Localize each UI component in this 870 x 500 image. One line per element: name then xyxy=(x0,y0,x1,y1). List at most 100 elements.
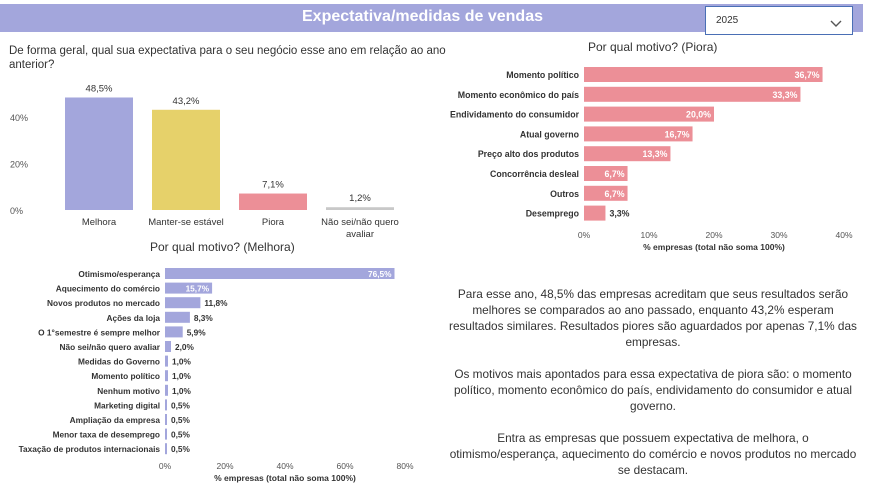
y-category-label: Não sei/não quero avaliar xyxy=(59,342,160,352)
x-tick-label: 0% xyxy=(159,461,172,471)
x-tick-label: 20% xyxy=(705,230,722,240)
bar-12 xyxy=(165,443,167,455)
bar-6 xyxy=(165,355,168,367)
bar-value-label: 36,7% xyxy=(795,70,820,80)
bar-9 xyxy=(165,399,167,411)
y-category-label: Preço alto dos produtos xyxy=(478,149,579,159)
bar-1 xyxy=(584,86,801,102)
bar-4 xyxy=(584,146,671,162)
bar-value-label: 2,0% xyxy=(175,342,195,352)
x-axis-label: % empresas (total não soma 100%) xyxy=(214,473,356,483)
summary-paragraph-1: Para esse ano, 48,5% das empresas acredi… xyxy=(449,287,857,349)
year-filter-value: 2025 xyxy=(716,15,739,26)
bar-value-label: 11,8% xyxy=(204,298,228,308)
y-category-label: Atual governo xyxy=(520,129,580,139)
bar-value-label: 1,0% xyxy=(172,357,192,367)
bar-5 xyxy=(584,166,628,181)
bar-value-label: 76,5% xyxy=(368,269,392,279)
y-category-label: Momento político xyxy=(91,371,160,381)
bar-value-label: 8,3% xyxy=(194,313,214,323)
y-category-label: Medidas do Governo xyxy=(78,357,160,367)
bar-7 xyxy=(165,370,168,382)
x-category-label: Não sei/não quero xyxy=(321,217,399,228)
y-category-label: Concorrência desleal xyxy=(490,169,579,179)
bar-value-label: 3,3% xyxy=(609,209,629,219)
bar-6 xyxy=(584,185,628,201)
bar-2 xyxy=(165,297,201,309)
bar-7 xyxy=(584,205,606,221)
summary-paragraph-2: Os motivos mais apontados para essa expe… xyxy=(453,367,853,413)
summary-text: Para esse ano, 48,5% das empresas acredi… xyxy=(448,286,858,494)
bar-value-label: 0,5% xyxy=(171,400,191,410)
chart-melhora-title: Por qual motivo? (Melhora) xyxy=(150,240,295,254)
y-category-label: Marketing digital xyxy=(94,400,160,410)
bar-0 xyxy=(65,97,133,210)
melhora-reasons-chart: Otimismo/esperança 76,5% Aquecimento do co… xyxy=(19,268,414,483)
bar-0 xyxy=(584,67,823,82)
bar-10 xyxy=(165,414,167,425)
x-tick-label: 30% xyxy=(770,230,787,240)
x-tick-label: 40% xyxy=(276,461,293,471)
x-category-label: avaliar xyxy=(346,229,374,240)
y-category-label: Taxação de produtos internacionais xyxy=(19,444,161,454)
bar-value-label: 1,0% xyxy=(172,386,192,396)
x-tick-label: 40% xyxy=(835,230,852,240)
y-category-label: Aquecimento do comércio xyxy=(56,284,160,294)
bar-value-label: 16,7% xyxy=(665,129,690,139)
bar-3 xyxy=(165,311,190,323)
y-category-label: Outros xyxy=(550,189,579,199)
chart-piora-title: Por qual motivo? (Piora) xyxy=(588,40,718,54)
bar-value-label: 43,2% xyxy=(173,96,200,107)
bar-value-label: 6,7% xyxy=(604,169,624,179)
y-tick-label: 20% xyxy=(10,160,28,170)
y-category-label: O 1°semestre é sempre melhor xyxy=(38,327,161,337)
x-tick-label: 0% xyxy=(578,230,591,240)
bar-1 xyxy=(165,282,213,294)
question-title: De forma geral, qual sua expectativa par… xyxy=(9,45,446,71)
y-category-label: Novos produtos no mercado xyxy=(47,298,160,308)
bar-value-label: 1,2% xyxy=(349,193,371,204)
bar-1 xyxy=(152,109,220,210)
bar-0 xyxy=(165,268,395,279)
y-category-label: Menor taxa de desemprego xyxy=(53,430,160,440)
y-category-label: Desemprego xyxy=(526,209,580,219)
x-category-label: Manter-se estável xyxy=(148,217,224,228)
y-category-label: Ações da loja xyxy=(107,313,161,323)
bar-4 xyxy=(165,326,183,338)
x-category-label: Piora xyxy=(262,217,285,228)
bar-5 xyxy=(165,341,171,352)
bar-value-label: 20,0% xyxy=(686,110,711,120)
summary-paragraph-3: Entra as empresas que possuem expectativ… xyxy=(449,431,857,477)
y-category-label: Endividamento do consumidor xyxy=(450,110,580,120)
bar-2 xyxy=(239,193,307,210)
bar-value-label: 0,5% xyxy=(171,415,191,425)
bar-value-label: 0,5% xyxy=(171,444,191,454)
bar-value-label: 33,3% xyxy=(772,90,797,100)
year-filter-dropdown[interactable]: 2025 xyxy=(705,6,853,35)
chevron-down-icon[interactable] xyxy=(830,15,842,33)
y-tick-label: 0% xyxy=(10,206,23,216)
x-axis-label: % empresas (total não soma 100%) xyxy=(643,242,785,252)
bar-2 xyxy=(584,106,714,122)
bar-8 xyxy=(165,384,168,396)
expectation-bar-chart: 0% 20% 40% 48,5% Melhora 43,2% Manter-se estáv… xyxy=(10,83,399,240)
y-category-label: Momento político xyxy=(506,70,579,80)
bar-11 xyxy=(165,428,167,440)
y-category-label: Nenhum motivo xyxy=(97,386,160,396)
bar-3 xyxy=(584,126,693,142)
y-tick-label: 40% xyxy=(10,113,28,123)
piora-reasons-chart: Momento político 36,7% Momento econômico d… xyxy=(450,67,853,252)
bar-value-label: 0,5% xyxy=(171,430,191,440)
bar-value-label: 7,1% xyxy=(262,180,284,191)
bar-value-label: 5,9% xyxy=(187,327,207,337)
bar-value-label: 15,7% xyxy=(186,284,210,294)
x-tick-label: 80% xyxy=(396,461,413,471)
y-category-label: Momento econômico do país xyxy=(458,90,579,100)
y-category-label: Otimismo/esperança xyxy=(78,269,160,279)
bar-value-label: 1,0% xyxy=(172,371,192,381)
bar-value-label: 48,5% xyxy=(86,83,113,94)
bar-value-label: 13,3% xyxy=(642,149,667,159)
y-category-label: Ampliação da empresa xyxy=(70,415,161,425)
x-tick-label: 10% xyxy=(640,230,657,240)
x-tick-label: 60% xyxy=(336,461,353,471)
